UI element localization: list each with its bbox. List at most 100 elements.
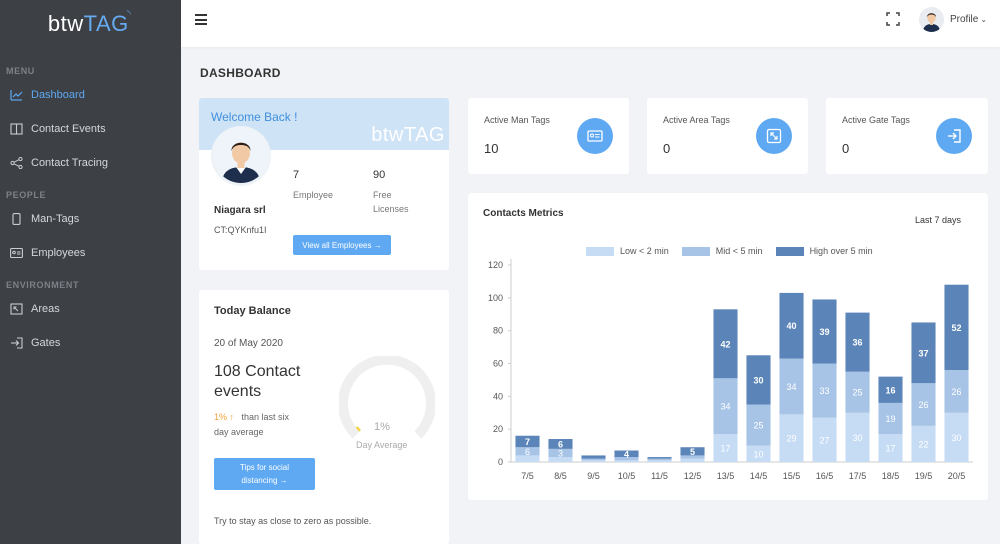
bar-data-label: 26 xyxy=(951,387,961,397)
sidebar-item-contact-tracing[interactable]: Contact Tracing xyxy=(0,146,181,180)
nav-section-menu: MENU xyxy=(6,66,35,76)
bar-data-label: 17 xyxy=(720,444,730,454)
bar-segment-low xyxy=(647,460,672,462)
bar-segment-high xyxy=(746,355,771,405)
bar-data-label: 7 xyxy=(525,437,530,447)
tips-button-line1: Tips for social xyxy=(239,463,290,472)
day-average-gauge xyxy=(339,356,435,439)
bar-segment-low xyxy=(911,425,936,462)
tag-card-value: 10 xyxy=(484,141,499,156)
bar-segment-low xyxy=(713,434,738,462)
fullscreen-icon[interactable] xyxy=(886,12,900,26)
bar-data-label: 17 xyxy=(885,444,895,454)
x-tick-label: 13/5 xyxy=(717,471,735,481)
y-tick-label: 0 xyxy=(498,457,503,467)
sidebar-item-label: Contact Events xyxy=(31,123,106,135)
brand-name-part1: btw xyxy=(47,11,84,36)
bar-data-label: 6 xyxy=(558,439,563,449)
contacts-metrics-card: Contacts Metrics Last 7 days Low < 2 min… xyxy=(468,193,988,500)
hamburger-menu-icon[interactable] xyxy=(195,14,207,26)
bar-segment-high xyxy=(581,455,606,459)
active-man-tags-card: Active Man Tags 10 xyxy=(468,98,629,174)
gauge-label: Day Average xyxy=(356,440,408,450)
view-all-employees-button[interactable]: View all Employees → xyxy=(293,235,391,255)
bar-segment-mid xyxy=(581,458,606,461)
bar-data-label: 37 xyxy=(918,348,928,358)
signal-icon: ◝ xyxy=(126,8,132,20)
company-id: CT:QYKnfu1I xyxy=(214,225,267,235)
balance-comparison: 1% ↑ than last six day average xyxy=(214,410,314,440)
bar-segment-high xyxy=(548,439,573,449)
x-tick-label: 17/5 xyxy=(849,471,867,481)
bar-segment-mid xyxy=(713,378,738,435)
x-tick-label: 20/5 xyxy=(948,471,966,481)
sidebar-item-man-tags[interactable]: Man-Tags xyxy=(0,202,181,236)
legend-swatch xyxy=(681,246,710,256)
id-card-icon xyxy=(10,247,23,259)
bar-segment-high xyxy=(779,292,804,359)
bar-data-label: 19 xyxy=(885,414,895,424)
bar-segment-high xyxy=(878,376,903,403)
y-tick-label: 40 xyxy=(493,391,503,401)
brand-logo[interactable]: btw TAG ◝ xyxy=(0,0,181,48)
bar-segment-low xyxy=(845,412,870,462)
avatar xyxy=(919,7,944,32)
licenses-label-line2: Licenses xyxy=(373,204,409,214)
bar-segment-mid xyxy=(812,363,837,418)
company-name: Niagara srl xyxy=(214,205,266,216)
sign-in-icon[interactable] xyxy=(936,118,972,154)
sidebar-item-dashboard[interactable]: Dashboard xyxy=(0,78,181,112)
nav-section-people: PEOPLE xyxy=(6,190,47,200)
sidebar-item-label: Areas xyxy=(31,303,60,315)
bar-data-label: 29 xyxy=(786,434,796,444)
bar-data-label: 25 xyxy=(753,421,763,431)
sidebar-item-label: Man-Tags xyxy=(31,213,80,225)
bar-segment-mid xyxy=(515,447,540,456)
sidebar-item-label: Dashboard xyxy=(31,89,85,101)
bar-segment-high xyxy=(911,322,936,384)
share-icon xyxy=(10,157,23,169)
topbar: Profile ⌄ xyxy=(181,0,1000,47)
sidebar-item-areas[interactable]: Areas xyxy=(0,292,181,326)
chart-line-icon xyxy=(10,89,23,101)
id-badge-icon[interactable] xyxy=(577,118,613,154)
tips-social-distancing-button[interactable]: Tips for social distancing → xyxy=(214,458,315,490)
x-tick-label: 19/5 xyxy=(915,471,933,481)
chevron-down-icon: ⌄ xyxy=(980,15,988,24)
gauge-value: 1% xyxy=(374,421,390,433)
book-icon xyxy=(10,123,23,135)
sidebar-item-contact-events[interactable]: Contact Events xyxy=(0,112,181,146)
sidebar-item-gates[interactable]: Gates xyxy=(0,326,181,360)
legend-label: High over 5 min xyxy=(809,246,873,256)
bar-data-label: 3 xyxy=(558,448,563,458)
bar-segment-mid xyxy=(647,458,672,461)
licenses-label-line1: Free xyxy=(373,190,392,200)
bar-data-label: 42 xyxy=(720,339,730,349)
bar-data-label: 22 xyxy=(918,439,928,449)
x-tick-label: 18/5 xyxy=(882,471,900,481)
y-tick-label: 100 xyxy=(488,293,503,303)
legend-item-mid[interactable]: Mid < 5 min xyxy=(681,246,763,256)
sidebar-item-employees[interactable]: Employees xyxy=(0,236,181,270)
sign-in-icon xyxy=(10,337,23,349)
legend-item-low[interactable]: Low < 2 min xyxy=(586,246,669,256)
x-tick-label: 15/5 xyxy=(783,471,801,481)
welcome-title: Welcome Back ! xyxy=(211,110,298,124)
bar-data-label: 34 xyxy=(786,382,796,392)
tips-button-line2: distancing → xyxy=(241,476,288,485)
bar-segment-low xyxy=(581,460,606,462)
bar-segment-high xyxy=(713,309,738,379)
bar-data-label: 36 xyxy=(852,338,862,348)
bar-segment-low xyxy=(746,445,771,462)
bar-segment-mid xyxy=(746,404,771,446)
x-tick-label: 12/5 xyxy=(684,471,702,481)
profile-menu[interactable]: Profile ⌄ xyxy=(919,7,987,32)
bar-segment-high xyxy=(845,312,870,372)
chart-period-selector[interactable]: Last 7 days xyxy=(914,215,961,225)
phone-icon xyxy=(10,213,23,225)
legend-item-high[interactable]: High over 5 min xyxy=(775,246,873,256)
legend-swatch xyxy=(775,246,804,256)
bar-data-label: 30 xyxy=(951,433,961,443)
expand-icon[interactable] xyxy=(756,118,792,154)
bar-segment-high xyxy=(614,450,639,458)
